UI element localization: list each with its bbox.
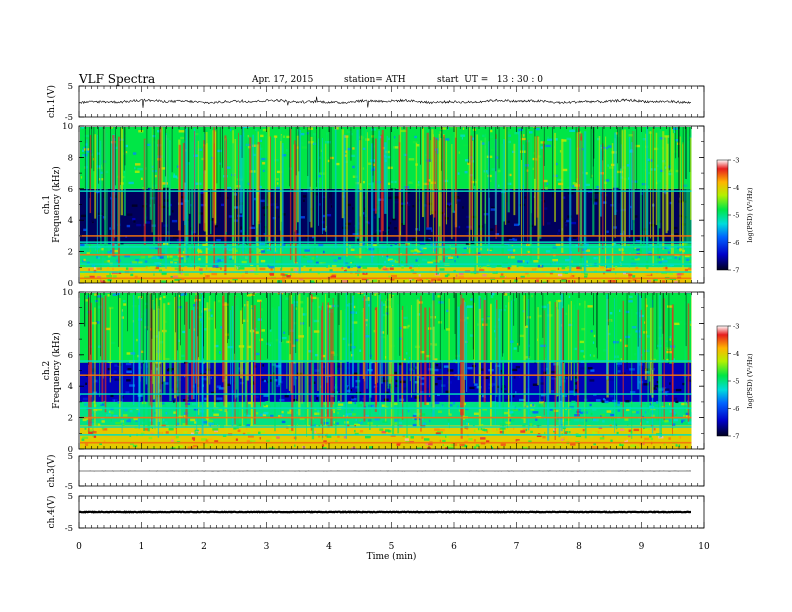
ch1-spectrogram-heatmap [80, 127, 692, 283]
x-axis-label: Time (min) [367, 551, 417, 562]
ch4-waveform-ytick-label: 5 [68, 492, 73, 502]
ch4-waveform-ylabel: ch.4(V) [46, 496, 57, 529]
ch1-spectrogram-colorbar-tick: -3 [733, 157, 739, 165]
ch2-spectrogram-ytick-label: 10 [62, 288, 73, 298]
ch2-spectrogram-colorbar [716, 325, 729, 437]
ch1-spectrogram-ytick-label: 8 [68, 153, 73, 163]
ch1-spectrogram-line-2 [80, 263, 692, 265]
ch1-spectrogram-colorbar-tick: -6 [733, 239, 739, 247]
ch1-spectrogram-line-0 [80, 277, 692, 280]
ch3-waveform-ylabel: ch.3(V) [46, 455, 57, 488]
ch2-spectrogram-ylabel: Frequency (kHz) [51, 332, 62, 409]
ch4-waveform-trace [78, 510, 691, 514]
ch1-spectrogram-colorbar-tick: -5 [733, 212, 739, 220]
xtick-label: 10 [698, 542, 710, 552]
ch2-spectrogram-ytick-label: 8 [68, 319, 73, 329]
ch2-spectrogram-colorbar-label: log(PSD) (V²/Hz) [746, 353, 754, 408]
ch2-spectrogram-line-0 [80, 441, 692, 444]
xtick-label: 0 [76, 542, 82, 552]
ch1-waveform-ylabel: ch.1(V) [46, 85, 57, 118]
xtick-label: 8 [576, 542, 582, 552]
ch1-spectrogram-ytick-label: 10 [62, 122, 73, 132]
ch1-spectrogram-ytick-label: 0 [68, 279, 73, 289]
ch1-spectrogram-line-1 [80, 271, 692, 273]
xtick-label: 5 [389, 542, 395, 552]
ch2-spectrogram-heatmap [80, 293, 692, 449]
ch2-spectrogram-channel-label: ch.2 [42, 361, 52, 380]
ch1-waveform-trace [78, 96, 692, 108]
xtick-label: 6 [451, 542, 457, 552]
ch2-spectrogram-colorbar-tick: -6 [733, 405, 739, 413]
date-label: Apr. 17, 2015 [252, 75, 314, 85]
ch2-spectrogram-line-5 [80, 393, 692, 395]
ch2-spectrogram-colorbar-tick: -5 [733, 378, 739, 386]
ch2-spectrogram-ytick-label: 4 [68, 382, 73, 392]
ch1-spectrogram-line-4 [80, 246, 692, 248]
ch1-spectrogram-ylabel: Frequency (kHz) [51, 166, 62, 243]
figure-title: VLF Spectra [79, 72, 156, 86]
ch1-spectrogram-colorbar-tick: -7 [733, 267, 739, 275]
ch1-spectrogram-colorbar [716, 159, 729, 271]
ch1-waveform-ytick-label: 5 [68, 82, 73, 92]
xtick-label: 7 [514, 542, 520, 552]
xtick-label: 4 [326, 542, 332, 552]
ch2-spectrogram-colorbar-tick: -7 [733, 433, 739, 441]
ch1-spectrogram-ytick-label: 2 [68, 248, 73, 258]
ch2-spectrogram-line-4 [80, 407, 692, 409]
xtick-label: 1 [139, 542, 145, 552]
ch4-waveform-ytick-label: -5 [65, 524, 73, 534]
xtick-label: 9 [639, 542, 645, 552]
ch2-spectrogram-line-6 [80, 374, 692, 377]
ch1-spectrogram-channel-label: ch.1 [42, 195, 52, 214]
ch2-spectrogram-ytick-label: 0 [68, 445, 73, 455]
ch2-spectrogram-line-2 [80, 426, 692, 428]
ch2-spectrogram-line-7 [80, 360, 692, 362]
xtick-label: 3 [264, 542, 270, 552]
ch1-spectrogram-colorbar-tick: -4 [733, 184, 739, 192]
ch1-spectrogram-line-7 [80, 190, 692, 192]
ch1-spectrogram-ytick-label: 4 [68, 216, 73, 226]
ch1-spectrogram-colorbar-label: log(PSD) (V²/Hz) [746, 187, 754, 242]
ch2-spectrogram-line-3 [80, 416, 692, 419]
xtick-label: 2 [201, 542, 207, 552]
ch1-spectrogram-line-3 [80, 253, 692, 256]
ch1-spectrogram-line-6 [80, 235, 692, 237]
ch2-spectrogram-ytick-label: 2 [68, 414, 73, 424]
ch1-spectrogram-ytick-label: 6 [68, 185, 73, 195]
ch1-spectrogram-line-5 [80, 241, 692, 243]
ch2-spectrogram-colorbar-tick: -3 [733, 323, 739, 331]
ch3-waveform-ytick-label: 5 [68, 452, 73, 462]
ch2-spectrogram-colorbar-tick: -4 [733, 350, 739, 358]
ch2-spectrogram-ytick-label: 6 [68, 351, 73, 361]
ch1-waveform-ytick-label: -5 [65, 113, 73, 123]
ch3-waveform-ytick-label: -5 [65, 482, 73, 492]
station-label: station= ATH [344, 75, 406, 85]
ch2-spectrogram-line-1 [80, 434, 692, 436]
start-time-label: start UT = 13 : 30 : 0 [437, 75, 543, 85]
